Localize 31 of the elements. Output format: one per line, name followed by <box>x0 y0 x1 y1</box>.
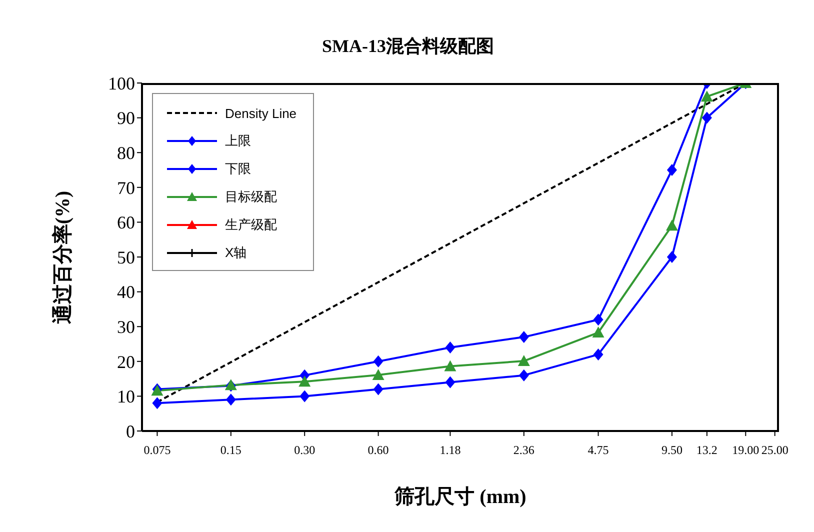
legend-label: Density Line <box>225 106 297 120</box>
x-tick-label: 9.50 <box>661 443 682 457</box>
x-tick-label: 0.30 <box>294 443 316 457</box>
x-tick-label: 1.18 <box>440 443 461 457</box>
y-tick-label: 60 <box>117 212 135 233</box>
legend-label: 上限 <box>225 132 251 150</box>
y-tick-label: 90 <box>117 108 135 128</box>
x-tick-label: 13.2 <box>696 443 718 457</box>
y-tick-label: 10 <box>117 386 135 407</box>
x-tick-label: 0.60 <box>368 443 389 457</box>
y-tick-label: 30 <box>117 316 135 337</box>
chart-title: SMA-13混合料级配图 <box>321 35 495 58</box>
x-tick-label: 2.36 <box>513 443 534 457</box>
legend-label: 下限 <box>225 160 251 178</box>
y-axis-title: 通过百分率(%) <box>50 190 76 324</box>
y-tick-label: 50 <box>117 247 135 268</box>
x-axis-title: 筛孔尺寸 (mm) <box>394 485 528 510</box>
x-tick-label: 4.75 <box>588 443 609 457</box>
y-tick-label: 100 <box>108 73 135 94</box>
legend-label: 生产级配 <box>225 216 277 234</box>
x-tick-label: 0.075 <box>144 443 171 457</box>
legend-label: 目标级配 <box>225 188 277 206</box>
y-tick-label: 0 <box>126 421 135 442</box>
y-tick-label: 80 <box>117 142 135 163</box>
y-tick-label: 20 <box>117 352 135 372</box>
x-tick-label: 25.00 <box>761 443 788 457</box>
x-tick-label: 0.15 <box>220 443 242 457</box>
x-tick-label: 19.00 <box>732 443 760 457</box>
y-tick-label: 40 <box>117 282 135 302</box>
legend-label: X轴 <box>225 244 247 262</box>
y-tick-label: 70 <box>117 178 135 198</box>
